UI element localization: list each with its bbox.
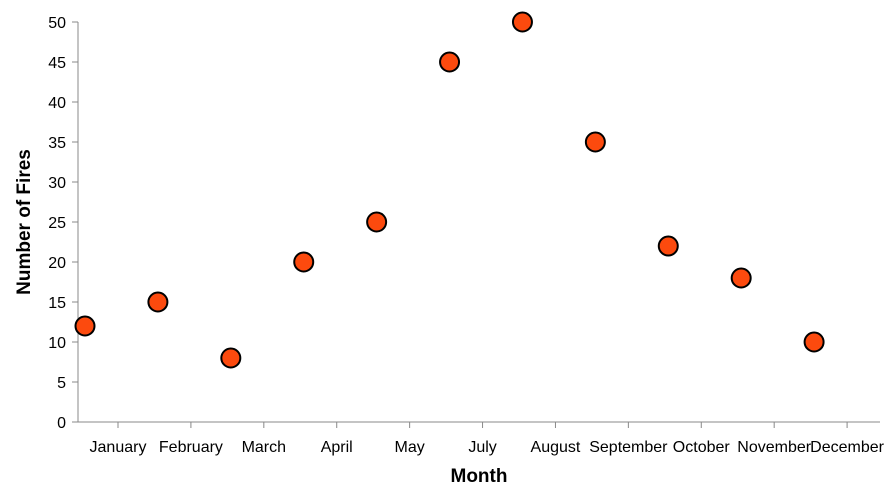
x-tick-label: September (589, 439, 668, 456)
y-tick-label: 0 (57, 415, 66, 432)
x-axis: January February March April May July August Se… (78, 421, 885, 456)
y-tick-label: 30 (48, 175, 66, 192)
data-point-september (584, 131, 606, 153)
data-point-march (220, 347, 242, 369)
data-point-july (439, 51, 461, 73)
x-tick-label: October (673, 439, 731, 456)
data-point-may (366, 211, 388, 233)
x-tick-label: November (737, 439, 811, 456)
data-point-october (657, 235, 679, 257)
data-point-february (147, 291, 169, 313)
y-tick-label: 45 (48, 55, 66, 72)
x-tick-label: March (242, 439, 286, 456)
y-axis-title: Number of Fires (14, 149, 35, 295)
data-point-august (511, 11, 533, 33)
data-point-november (730, 267, 752, 289)
y-tick-label: 35 (48, 135, 66, 152)
x-tick-label: January (90, 439, 147, 456)
x-axis-title: Month (451, 466, 508, 487)
x-tick-label: December (810, 439, 884, 456)
y-tick-label: 5 (57, 375, 66, 392)
y-tick-label: 50 (48, 15, 66, 32)
data-point-january (74, 315, 96, 337)
y-tick-label: 40 (48, 95, 66, 112)
y-tick-label: 25 (48, 215, 66, 232)
y-axis: 0 5 10 15 20 25 30 35 40 45 50 (48, 15, 79, 432)
y-tick-label: 20 (48, 255, 66, 272)
x-tick-label: August (531, 439, 581, 456)
x-tick-label: April (321, 439, 353, 456)
data-point-april (293, 251, 315, 273)
y-tick-label: 15 (48, 295, 66, 312)
y-tick-label: 10 (48, 335, 66, 352)
x-tick-label: July (468, 439, 496, 456)
data-point-december (803, 331, 825, 353)
x-tick-label: February (159, 439, 223, 456)
data-points (74, 11, 825, 369)
x-tick-label: May (395, 439, 425, 456)
